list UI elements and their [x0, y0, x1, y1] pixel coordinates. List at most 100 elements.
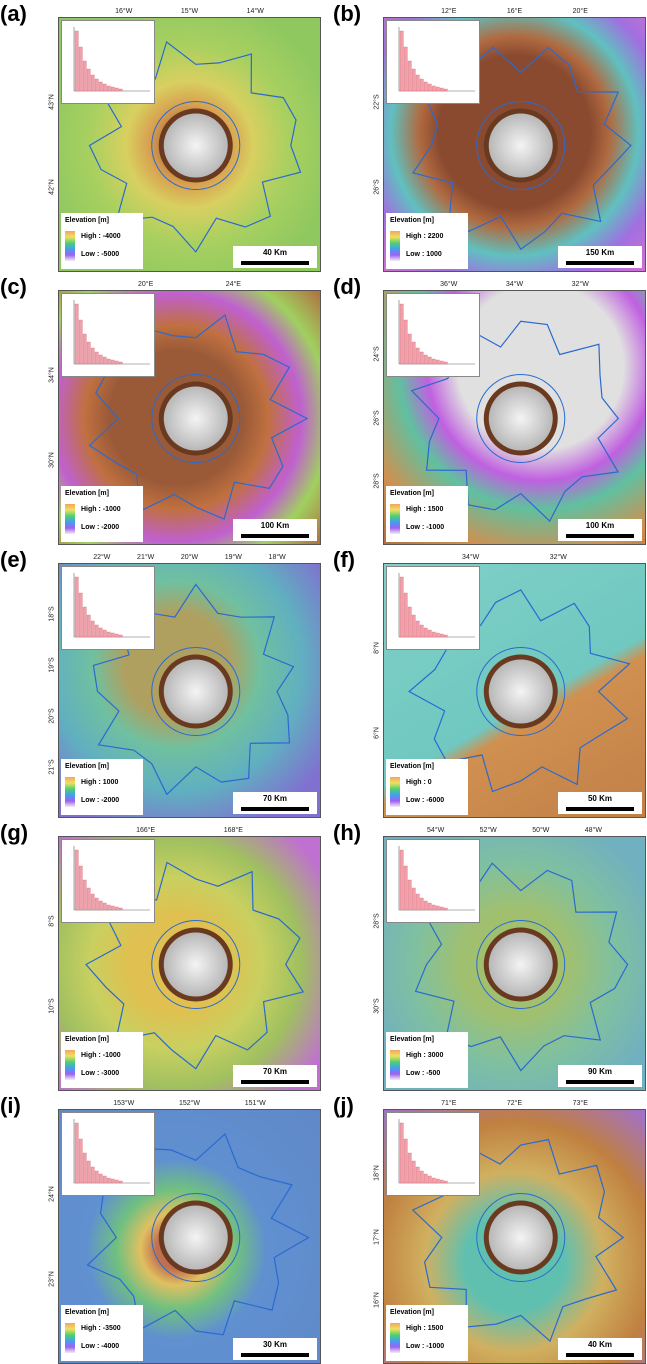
swatch: [390, 1323, 400, 1353]
histogram-bar: [87, 69, 90, 91]
histogram-bar: [103, 357, 106, 364]
swatch: [390, 231, 400, 261]
scale-line: [241, 1080, 309, 1084]
longitude-label: 54°W: [427, 827, 444, 834]
longitude-label: 52°W: [480, 827, 497, 834]
histogram-bar: [420, 898, 423, 910]
crater: [164, 660, 228, 724]
scale-label: 150 Km: [558, 246, 642, 257]
legend-low: Low : 1000: [406, 251, 442, 258]
legend-title: Elevation [m]: [65, 217, 109, 224]
histogram-bar: [416, 348, 419, 364]
latitude-label: 42°N: [49, 179, 56, 195]
histogram-bar: [420, 625, 423, 637]
histogram: [62, 1113, 154, 1195]
legend-high: High : 1500: [406, 506, 443, 513]
scale-bar: 40 Km: [233, 246, 317, 268]
histogram-bar: [115, 1180, 118, 1183]
histogram-bar: [91, 894, 94, 910]
histogram-bar: [436, 633, 439, 637]
histogram-bar: [404, 320, 407, 364]
scale-bar: 40 Km: [558, 1338, 642, 1360]
swatch: [390, 504, 400, 534]
scale-bar: 100 Km: [558, 519, 642, 541]
latitude-label: 20°S: [49, 708, 56, 723]
legend-high: High : 3000: [406, 1052, 443, 1059]
figure: (a)16°W15°W14°W43°N42°NElevation [m]High…: [0, 0, 647, 1363]
scale-label: 100 Km: [558, 519, 642, 530]
legend-title: Elevation [m]: [390, 1309, 434, 1316]
histogram-bar: [444, 362, 447, 364]
histogram-bar: [111, 633, 114, 637]
histogram-bar: [83, 334, 86, 364]
scale-label: 50 Km: [558, 792, 642, 803]
crater: [489, 1206, 553, 1270]
histogram-bar: [99, 1174, 102, 1183]
scale-bar: 70 Km: [233, 1065, 317, 1087]
scale-bar: 70 Km: [233, 792, 317, 814]
latitude-label: 18°S: [49, 606, 56, 621]
crater: [164, 1206, 228, 1270]
legend-title: Elevation [m]: [65, 1036, 109, 1043]
legend-low: Low : -5000: [81, 251, 119, 258]
histogram-bar: [95, 352, 98, 364]
legend-high: High : -3500: [81, 1325, 121, 1332]
histogram: [62, 840, 154, 922]
latitude-label: 43°N: [49, 94, 56, 110]
scale-bar: 90 Km: [558, 1065, 642, 1087]
scale-line: [566, 807, 634, 811]
histogram-bar: [404, 1139, 407, 1183]
scale-label: 70 Km: [233, 1065, 317, 1076]
map: Elevation [m]High : 3000Low : -500 90 Km: [383, 836, 646, 1091]
longitude-label: 19°W: [225, 554, 242, 561]
histogram-bar: [103, 903, 106, 910]
histogram-bar: [428, 1176, 431, 1183]
histogram-bar: [95, 898, 98, 910]
histogram-bar: [408, 607, 411, 637]
panel-label: (h): [333, 820, 361, 846]
histogram-inset: [386, 566, 480, 650]
histogram-bar: [444, 1181, 447, 1183]
latitude-label: 17°N: [374, 1229, 381, 1245]
histogram-bar: [119, 89, 122, 91]
histogram-bar: [99, 628, 102, 637]
scale-line: [566, 1080, 634, 1084]
histogram-bar: [436, 906, 439, 910]
latitude-label: 8°N: [374, 642, 381, 654]
histogram-inset: [386, 839, 480, 923]
histogram-bar: [75, 304, 78, 364]
histogram: [62, 21, 154, 103]
histogram-bar: [440, 1180, 443, 1183]
histogram-bar: [111, 1179, 114, 1183]
latitude-label: 30°N: [49, 452, 56, 468]
histogram-bar: [111, 360, 114, 364]
histogram-bar: [440, 907, 443, 910]
latitude-label: 21°S: [49, 759, 56, 774]
latitude-label: 28°S: [374, 913, 381, 928]
legend-title: Elevation [m]: [390, 763, 434, 770]
scale-line: [566, 534, 634, 538]
latitude-label: 30°S: [374, 998, 381, 1013]
swatch: [65, 504, 75, 534]
scale-line: [241, 261, 309, 265]
scale-line: [566, 261, 634, 265]
scale-line: [566, 1353, 634, 1357]
panel-label: (i): [0, 1093, 21, 1119]
histogram-bar: [83, 61, 86, 91]
longitude-label: 32°W: [572, 281, 589, 288]
longitude-label: 168°E: [224, 827, 243, 834]
latitude-label: 26°S: [374, 410, 381, 425]
histogram-bar: [436, 1179, 439, 1183]
legend-high: High : 2200: [406, 233, 443, 240]
legend-high: High : 0: [406, 779, 432, 786]
histogram-bar: [95, 1171, 98, 1183]
panel-label: (d): [333, 274, 361, 300]
longitude-label: 48°W: [585, 827, 602, 834]
histogram-bar: [432, 905, 435, 910]
crater: [164, 387, 228, 451]
longitude-label: 16°W: [115, 8, 132, 15]
crater: [489, 660, 553, 724]
